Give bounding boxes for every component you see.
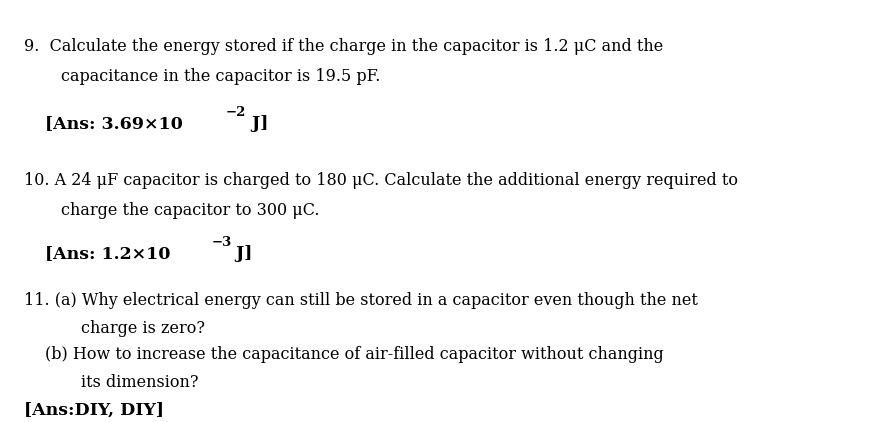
Text: its dimension?: its dimension? [81, 374, 199, 391]
Text: [Ans: 3.69×10: [Ans: 3.69×10 [44, 115, 182, 132]
Text: −3: −3 [212, 236, 232, 249]
Text: charge the capacitor to 300 μC.: charge the capacitor to 300 μC. [61, 202, 319, 219]
Text: capacitance in the capacitor is 19.5 pF.: capacitance in the capacitor is 19.5 pF. [61, 68, 380, 85]
Text: 9.  Calculate the energy stored if the charge in the capacitor is 1.2 μC and the: 9. Calculate the energy stored if the ch… [24, 38, 664, 55]
Text: J]: J] [230, 245, 253, 262]
Text: (b) How to increase the capacitance of air-filled capacitor without changing: (b) How to increase the capacitance of a… [44, 346, 664, 363]
Text: 11. (a) Why electrical energy can still be stored in a capacitor even though the: 11. (a) Why electrical energy can still … [24, 292, 698, 309]
Text: 10. A 24 μF capacitor is charged to 180 μC. Calculate the additional energy requ: 10. A 24 μF capacitor is charged to 180 … [24, 172, 739, 189]
Text: [Ans:DIY, DIY]: [Ans:DIY, DIY] [24, 402, 165, 419]
Text: charge is zero?: charge is zero? [81, 320, 205, 337]
Text: J]: J] [247, 115, 269, 132]
Text: −2: −2 [225, 106, 246, 119]
Text: [Ans: 1.2×10: [Ans: 1.2×10 [44, 245, 170, 262]
